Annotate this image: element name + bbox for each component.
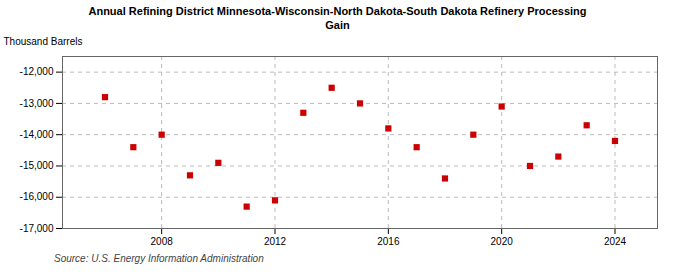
svg-text:2008: 2008 (151, 236, 174, 247)
svg-text:-16,000: -16,000 (20, 191, 54, 202)
svg-text:-15,000: -15,000 (20, 160, 54, 171)
svg-text:Thousand Barrels: Thousand Barrels (4, 36, 83, 47)
svg-text:2016: 2016 (377, 236, 400, 247)
svg-text:-13,000: -13,000 (20, 98, 54, 109)
html-text:Annual Refining District Minne: Annual Refining District Minnesota-Wisco… (88, 5, 587, 31)
svg-text:2012: 2012 (264, 236, 287, 247)
svg-text:-17,000: -17,000 (20, 223, 54, 234)
html-text:Source: U.S. Energy Informatio: Source: U.S. Energy Information Administ… (54, 253, 264, 264)
svg-text:2024: 2024 (604, 236, 627, 247)
svg-text:-12,000: -12,000 (20, 66, 54, 77)
svg-text:2020: 2020 (491, 236, 514, 247)
svg-text:-14,000: -14,000 (20, 129, 54, 140)
